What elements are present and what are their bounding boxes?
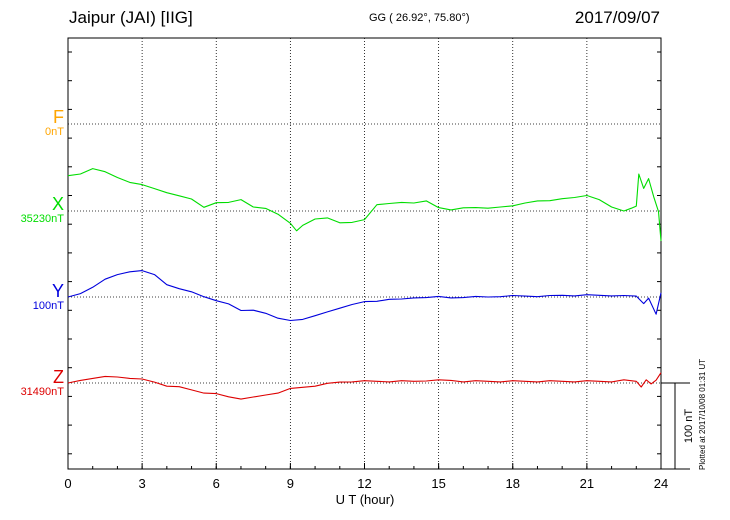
x-tick-label: 0 [64,476,71,491]
axis-ticks [67,51,662,469]
series-line-x [67,168,662,242]
station-coordinates: GG ( 26.92°, 75.80°) [369,12,470,24]
component-baseline: 100nT [32,300,64,312]
scale-bar-label: 100 nT [683,409,695,444]
x-tick-label: 6 [213,476,220,491]
x-tick-label: 24 [654,476,668,491]
scale-bar: 100 nT [661,382,695,470]
component-z-label: Z 31490nT [21,368,64,398]
component-f-label: F 0nT [45,108,64,138]
component-name: F [53,107,64,127]
x-tick-label: 12 [357,476,371,491]
x-tick-label: 9 [287,476,294,491]
series-line-y [67,270,662,322]
component-baseline: 31490nT [20,386,64,398]
x-tick-labels: 0 3 6 9 12 15 18 21 24 [64,476,668,491]
series-group [67,168,662,400]
component-x-label: X 35230nT [21,195,64,225]
chart-date: 2017/09/07 [574,8,660,27]
x-tick-label: 18 [506,476,520,491]
component-name: X [51,194,64,214]
component-name: Z [53,367,64,387]
x-tick-label: 3 [139,476,146,491]
x-axis-label: U T (hour) [336,492,395,507]
component-baseline: 35230nT [20,213,64,225]
plotted-timestamp: Plotted at 2017/10/08 01:31 UT [698,358,707,470]
station-title: Jaipur (JAI) [IIG] [69,8,193,27]
component-y-label: Y 100nT [33,282,64,312]
component-name: Y [51,281,64,301]
x-tick-label: 15 [431,476,445,491]
series-line-z [67,372,662,400]
component-baseline: 0nT [45,126,64,138]
x-tick-label: 21 [580,476,594,491]
grid-lines [68,38,661,469]
